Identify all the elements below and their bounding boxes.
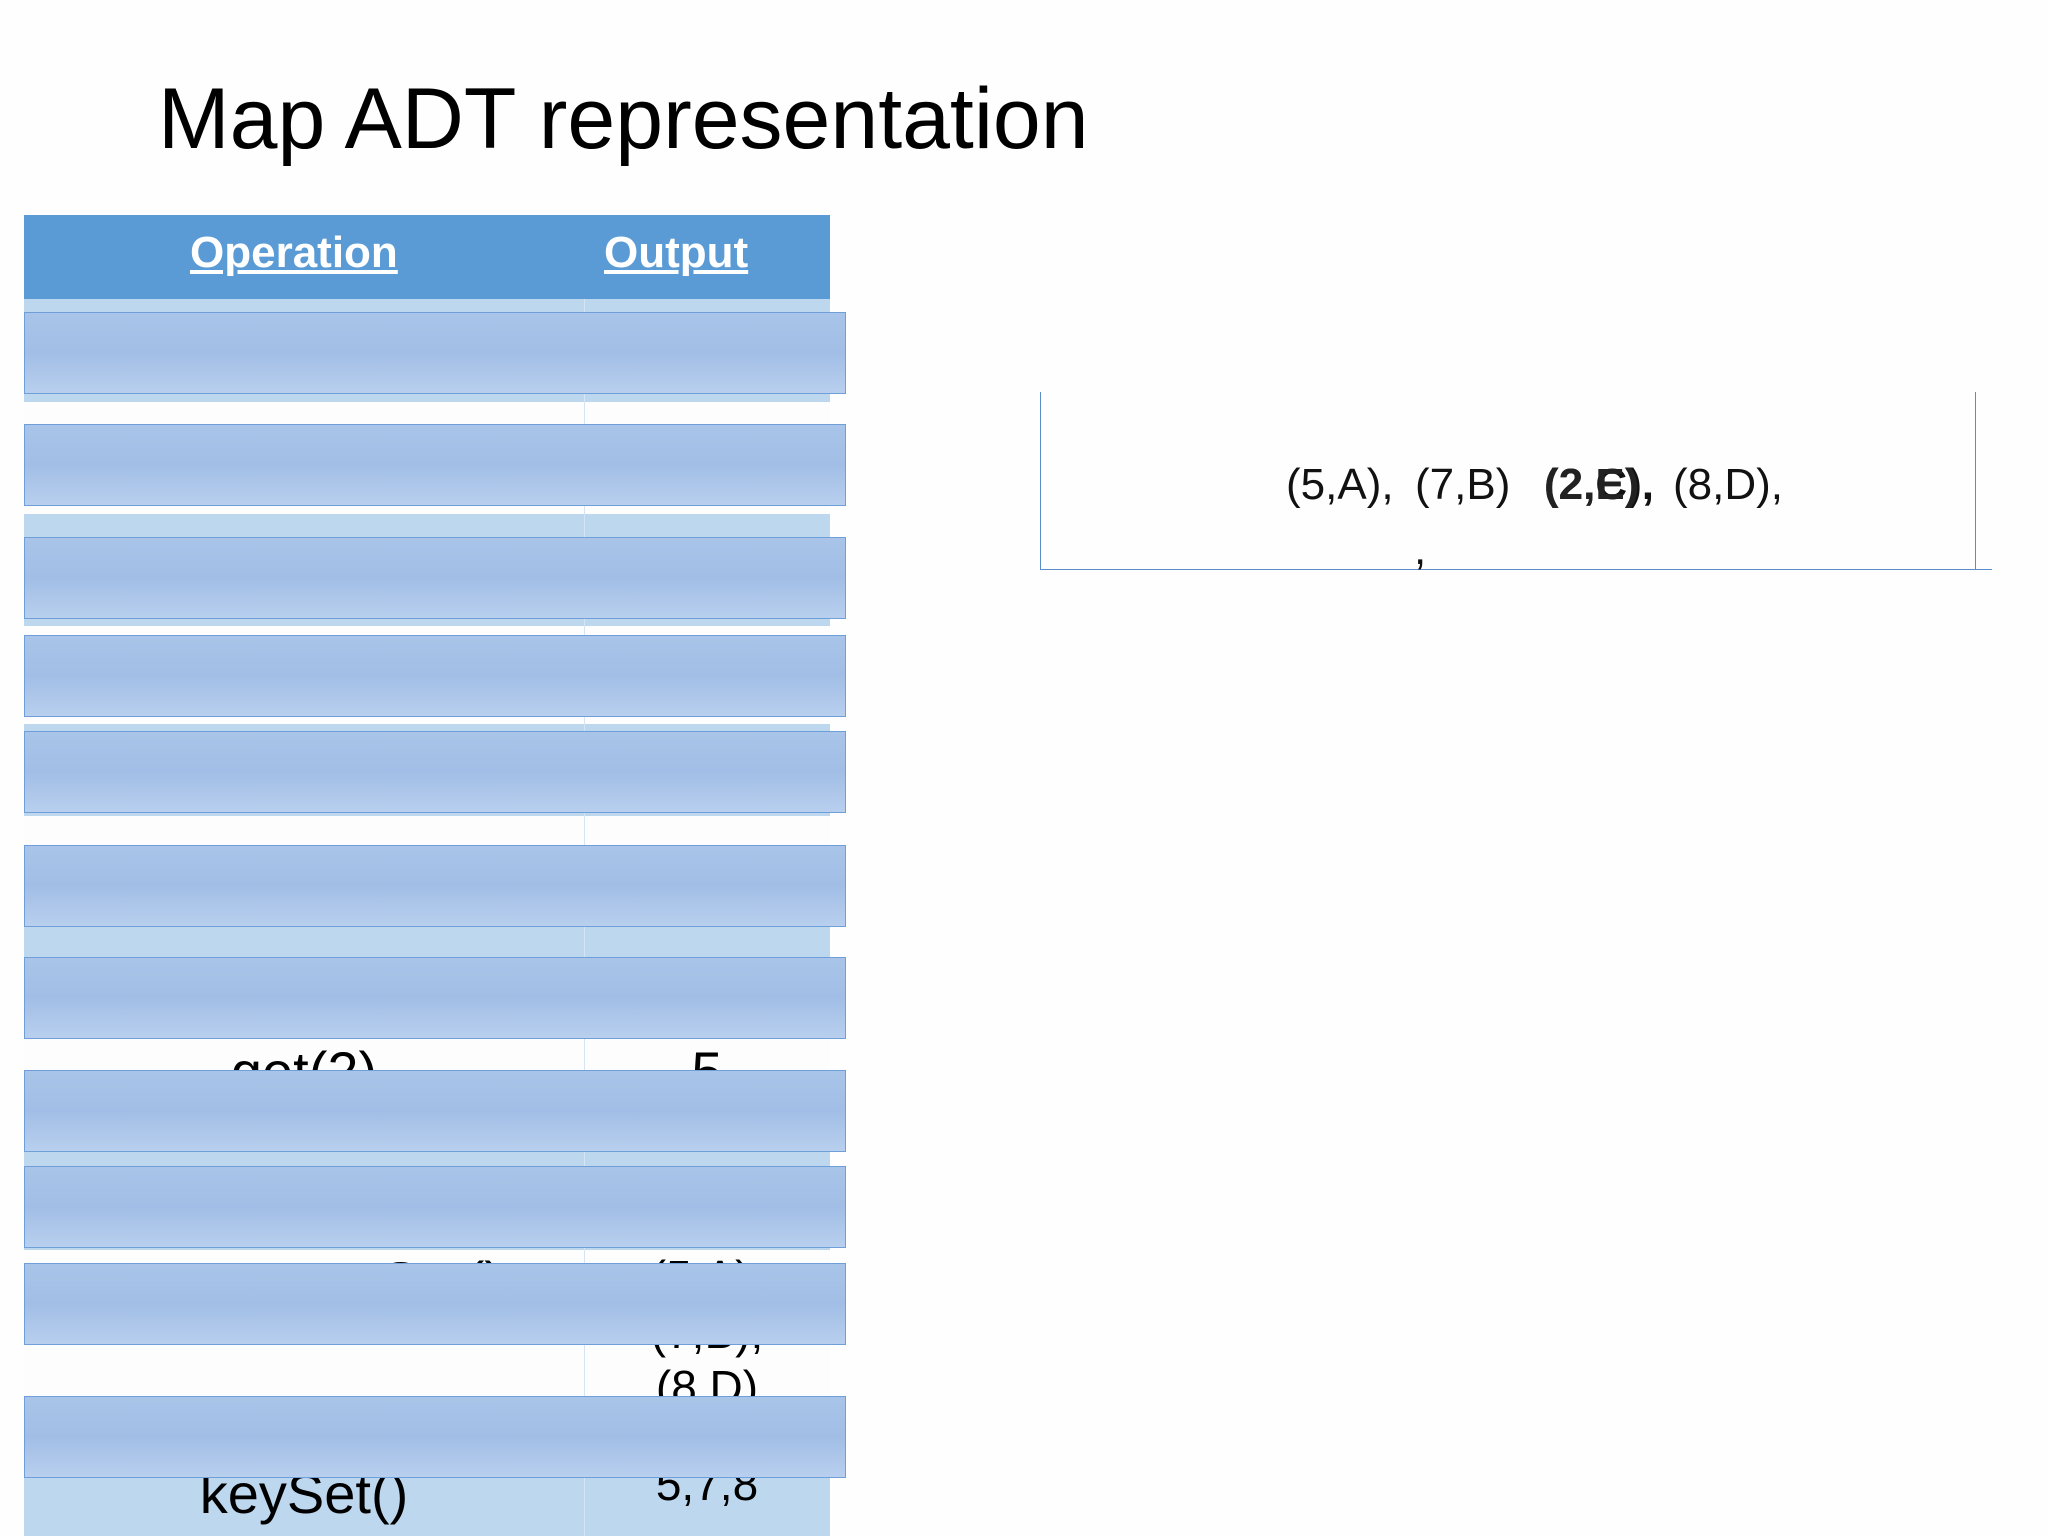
overlay-bar xyxy=(24,1070,846,1152)
overlay-bar xyxy=(24,845,846,927)
pair: (2,C), xyxy=(1544,460,1654,509)
overlay-bar xyxy=(24,1263,846,1345)
overlay-bar xyxy=(24,957,846,1039)
header-cell: Output xyxy=(604,228,749,277)
pair: (5,A), xyxy=(1286,460,1394,509)
overlay-bar xyxy=(24,537,846,619)
overlay-bar xyxy=(24,424,846,506)
panel-border xyxy=(1975,392,1976,569)
panel-border xyxy=(1040,569,1992,570)
overlay-bar xyxy=(24,1396,846,1478)
overlay-bar xyxy=(24,312,846,394)
overlay-bar xyxy=(24,635,846,717)
table-header xyxy=(24,215,830,299)
pair: (8,D), xyxy=(1673,460,1783,509)
header-cell: Operation xyxy=(190,228,398,277)
pair: , xyxy=(1414,525,1427,574)
overlay-bar xyxy=(24,731,846,813)
overlay-bar xyxy=(24,1166,846,1248)
pair: (2,E) xyxy=(1544,460,1640,509)
pair: (7,B) xyxy=(1415,460,1511,509)
slide-title: Map ADT representation xyxy=(158,71,1089,167)
panel-border xyxy=(1040,392,1041,569)
